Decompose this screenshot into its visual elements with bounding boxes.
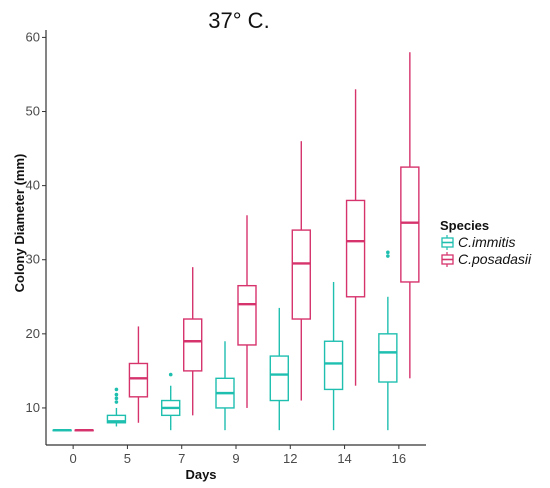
box	[106, 414, 127, 424]
y-tick-label: 50	[26, 104, 40, 119]
chart-title: 37° C.	[208, 8, 270, 33]
box-plot	[74, 428, 94, 432]
y-tick-label: 20	[26, 326, 40, 341]
outlier-point	[386, 250, 390, 255]
box-plot	[291, 141, 311, 401]
box-plot	[269, 307, 289, 431]
x-tick-label: 5	[124, 451, 131, 466]
outlier-point	[114, 387, 119, 392]
x-tick-label: 16	[392, 451, 406, 466]
box-plot-series	[52, 52, 420, 432]
y-tick-label: 40	[26, 178, 40, 193]
box-plot	[323, 281, 344, 431]
x-tick-label: 9	[232, 451, 239, 466]
legend-label: C.posadasii	[458, 251, 532, 267]
box	[183, 318, 203, 372]
box-plot	[378, 250, 398, 431]
box	[291, 229, 311, 320]
x-axis-title: Days	[185, 467, 216, 482]
outlier-point	[168, 372, 173, 377]
box-plot	[52, 428, 72, 432]
box-plot	[128, 326, 149, 423]
box-plot	[237, 215, 257, 408]
box	[345, 199, 366, 298]
outlier-point	[386, 254, 390, 258]
series-c-posadasii	[74, 52, 420, 432]
box-plot	[345, 89, 366, 386]
box-plot	[183, 267, 203, 416]
series-c-immitis	[52, 250, 398, 432]
legend-key	[441, 235, 454, 250]
box	[237, 284, 257, 346]
y-axis-title: Colony Diameter (mm)	[12, 154, 27, 293]
y-tick-label: 30	[26, 252, 40, 267]
y-tick-label: 10	[26, 400, 40, 415]
box	[269, 355, 289, 402]
outlier-point	[114, 396, 119, 401]
box	[400, 166, 420, 283]
outlier-point	[114, 400, 119, 404]
box	[128, 362, 149, 398]
legend-label: C.immitis	[458, 234, 516, 250]
x-tick-label: 7	[178, 451, 185, 466]
x-tick-label: 12	[283, 451, 297, 466]
box-plot	[106, 387, 127, 427]
box	[378, 333, 398, 383]
box-plot	[400, 52, 420, 379]
legend-title: Species	[440, 218, 489, 233]
x-tick-label: 14	[337, 451, 351, 466]
axes: 10 20 30 40 50 60 0 5 7 9 12 14 16	[26, 29, 426, 466]
y-tick-label: 60	[26, 29, 40, 44]
box-plot	[161, 372, 181, 431]
outlier-point	[114, 392, 119, 397]
x-tick-label: 0	[70, 451, 77, 466]
legend-key	[441, 252, 454, 267]
box-plot	[215, 341, 235, 431]
box	[323, 340, 344, 391]
